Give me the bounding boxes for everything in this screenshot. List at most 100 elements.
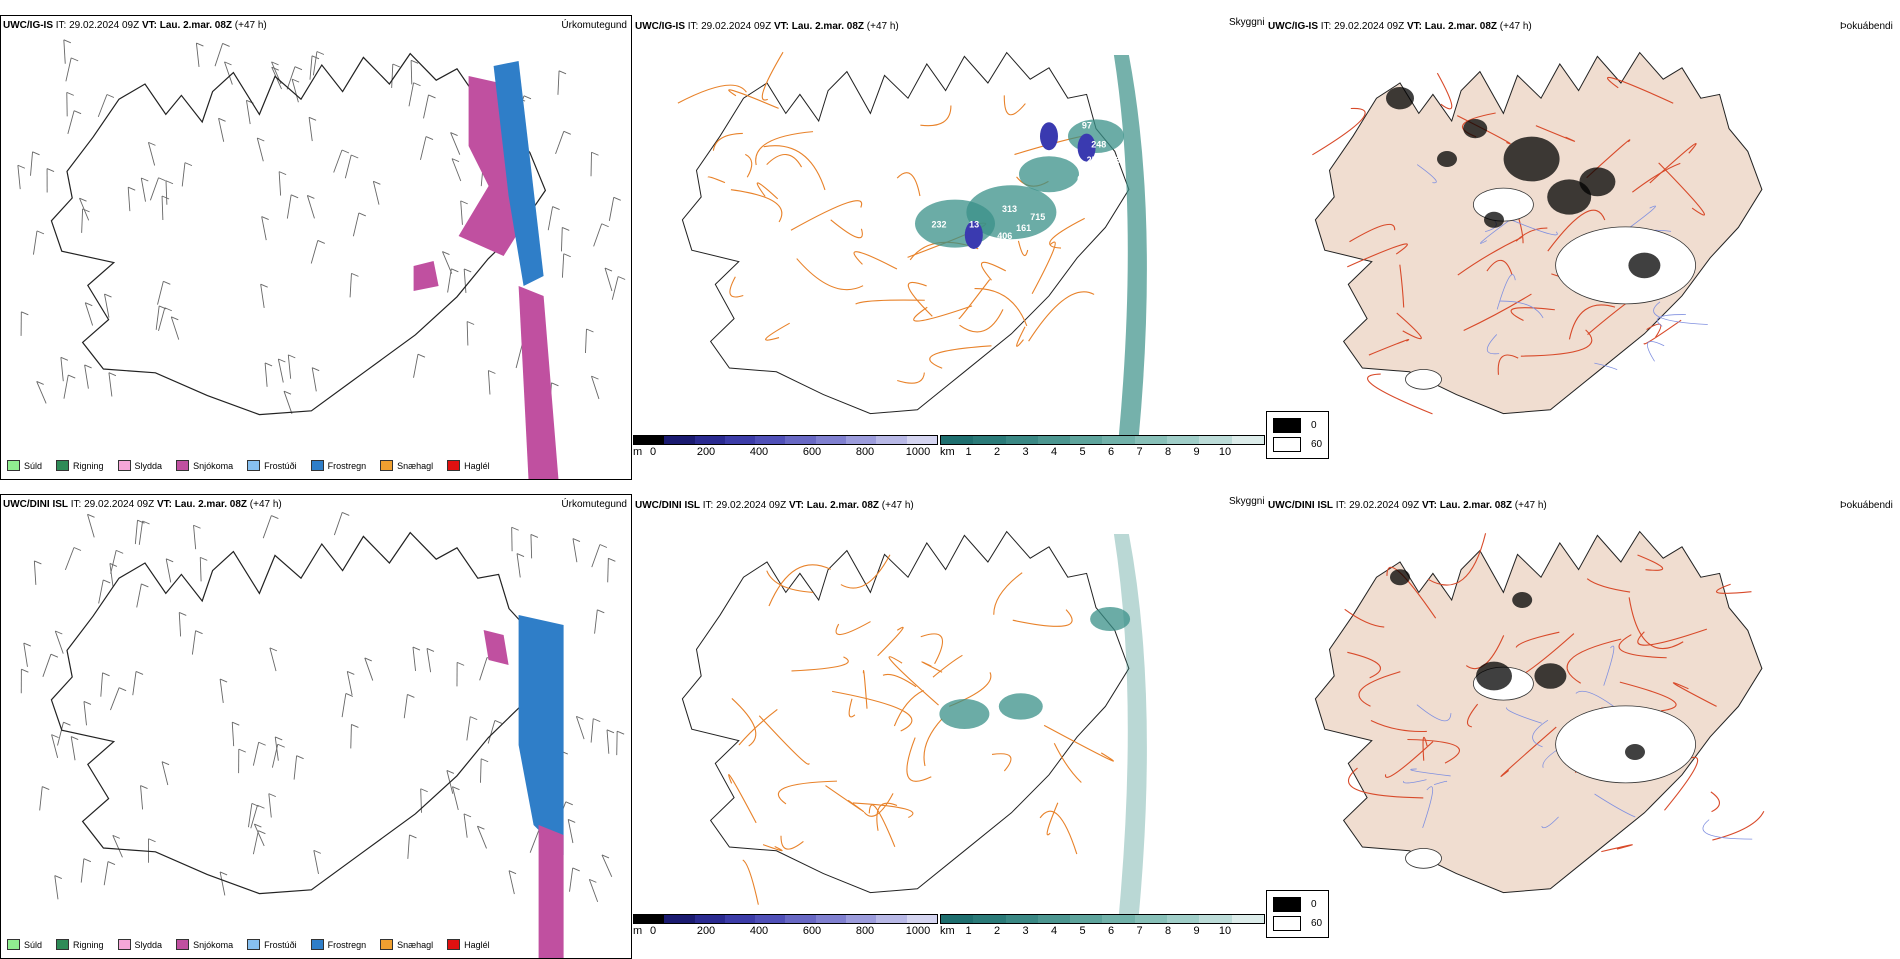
low-visibility-patch [1019, 156, 1079, 192]
barb-shaft [109, 373, 112, 397]
fog-index-area [1534, 663, 1566, 689]
wind-barb [314, 850, 321, 874]
legend-item: Slydda [118, 939, 163, 950]
colorbar-bin [725, 915, 755, 923]
wind-barb [420, 137, 433, 160]
barb-flag [258, 831, 265, 834]
wind-barb [287, 67, 302, 90]
cloud-base-label: 715 [1030, 212, 1045, 222]
barb-shaft [345, 155, 351, 178]
colorbar-bin [816, 436, 846, 444]
barb-shaft [530, 830, 539, 852]
barb-shaft [312, 368, 316, 392]
barb-flag [559, 71, 566, 74]
wind-barb [84, 701, 91, 725]
barb-shaft [219, 118, 224, 141]
wind-barb [179, 612, 186, 636]
barb-shaft [464, 269, 466, 293]
wind-barb [128, 187, 135, 211]
barb-flag [602, 224, 609, 227]
barb-flag [271, 516, 278, 519]
barb-shaft [262, 217, 267, 241]
wind-barb [353, 213, 365, 236]
wind-barb [232, 722, 239, 746]
barb-shaft [261, 284, 265, 308]
barb-flag [105, 294, 112, 297]
fog-index-area [1504, 137, 1560, 182]
barb-shaft [373, 181, 379, 204]
legend-label: Snjókoma [193, 461, 233, 471]
wind-barb [608, 558, 616, 582]
colorbar-unit: km [940, 925, 955, 937]
barb-flag [24, 643, 31, 646]
barb-shaft [192, 631, 195, 655]
barb-shaft [128, 187, 130, 211]
wind-barb [477, 826, 486, 848]
precip-type-map [1, 16, 632, 480]
precip-type-map [1, 495, 632, 959]
colorbar-bin [1167, 915, 1199, 923]
cloud-base-label: 248 [1091, 140, 1106, 150]
barb-shaft [64, 375, 68, 399]
barb-flag [429, 95, 436, 98]
wind-barb [101, 673, 110, 697]
barb-flag [573, 539, 580, 542]
legend-swatch [1273, 437, 1301, 452]
barb-shaft [171, 317, 178, 340]
colorbar-tick-label: 6 [1108, 446, 1114, 458]
barb-flag [116, 550, 123, 553]
barb-flag [393, 64, 400, 67]
barb-flag [414, 83, 421, 86]
colorbar-bin [1038, 915, 1070, 923]
colorbar-bin [1167, 436, 1199, 444]
wind-barb [591, 719, 600, 743]
colorbar-tick-label: 800 [856, 925, 874, 937]
barb-flag [351, 273, 358, 276]
legend-label: Súld [24, 461, 42, 471]
colorbar-bin [1232, 915, 1264, 923]
legend-label: Slydda [135, 461, 163, 471]
wind-barb [137, 584, 149, 608]
barb-flag [119, 688, 126, 691]
barb-flag [275, 737, 282, 740]
wind-barb [480, 657, 494, 680]
wind-barb [413, 647, 420, 671]
wind-barb [411, 60, 418, 84]
colorbar-tick-label: 4 [1051, 925, 1057, 937]
barb-shaft [84, 701, 87, 725]
legend-item: Frostúði [247, 460, 297, 471]
fog-map [1266, 15, 1900, 480]
colorbar-bin [1006, 915, 1038, 923]
fog-index-area [1390, 569, 1410, 585]
barb-shaft [334, 512, 342, 535]
barb-shaft [166, 559, 171, 583]
barb-flag [261, 284, 268, 287]
barb-flag [291, 195, 298, 198]
wind-barb [284, 391, 292, 414]
barb-shaft [135, 520, 137, 544]
barb-flag [265, 363, 272, 366]
snow-area [539, 825, 564, 959]
barb-shaft [31, 152, 33, 176]
barb-flag [108, 862, 115, 865]
legend-label: 60 [1311, 918, 1322, 929]
cloud-base-label: 252 [1087, 155, 1102, 165]
cloud-base-label: 103 [1105, 155, 1120, 165]
legend-swatch [380, 460, 393, 471]
wind-barb [162, 196, 169, 220]
barb-flag [351, 155, 358, 158]
colorbar-tick-label: 2 [994, 925, 1000, 937]
barb-shaft [420, 137, 426, 160]
colorbar-tick-label: 8 [1165, 446, 1171, 458]
road [1711, 792, 1720, 812]
barb-shaft [451, 133, 460, 155]
wind-barb [171, 317, 178, 340]
wind-barb [452, 787, 459, 810]
barb-flag [470, 717, 477, 720]
panel-header: UWC/IG-IS IT: 29.02.2024 09Z VT: Lau. 2.… [3, 20, 267, 31]
barb-shaft [288, 355, 290, 379]
